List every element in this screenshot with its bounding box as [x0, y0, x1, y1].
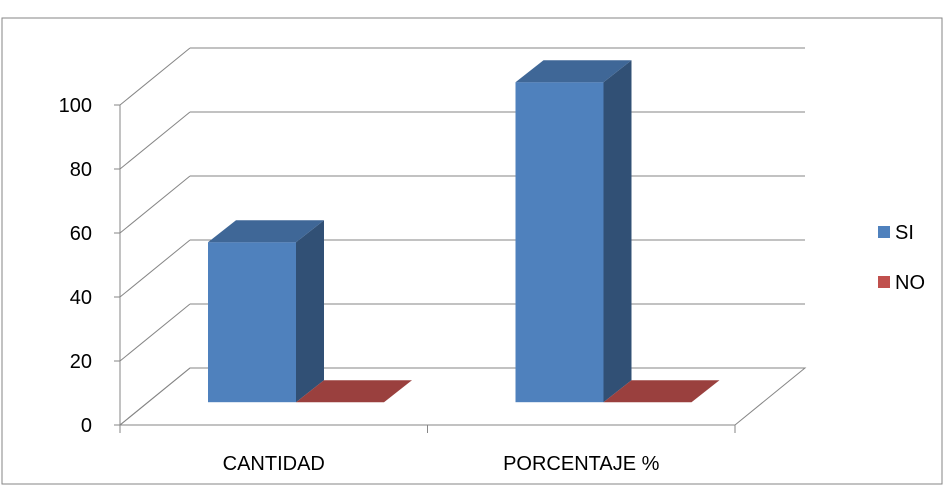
y-tick-label: 80	[70, 159, 92, 181]
bar-front	[515, 82, 604, 403]
x-axis-labels: CANTIDAD PORCENTAJE %	[223, 453, 660, 475]
bars	[208, 60, 720, 403]
y-tick-label: 0	[81, 415, 92, 437]
bar-front	[208, 242, 296, 403]
y-tick-label: 100	[59, 95, 92, 117]
y-tick-label: 60	[70, 223, 92, 245]
bar-top	[603, 380, 720, 403]
axes	[114, 104, 736, 433]
x-tick-label: CANTIDAD	[223, 453, 325, 475]
bar-si	[515, 60, 632, 403]
bar-top	[296, 380, 412, 403]
legend-label-no: NO	[895, 272, 925, 294]
bar-side	[603, 60, 632, 403]
x-tick-label: PORCENTAJE %	[503, 453, 660, 475]
side-gridline	[119, 239, 191, 298]
side-gridline	[119, 367, 191, 426]
legend: SI NO	[878, 222, 925, 294]
side-gridline	[119, 303, 191, 362]
legend-swatch-no	[878, 276, 890, 288]
y-axis-ticks: 0 20 40 60 80 100	[59, 95, 92, 437]
bar-no	[603, 380, 720, 403]
legend-label-si: SI	[895, 222, 914, 244]
bar-no	[296, 380, 412, 403]
bar-side	[296, 220, 324, 403]
chart-border	[1, 17, 943, 485]
side-gridline	[119, 111, 191, 170]
bar-top	[515, 60, 632, 83]
side-gridline	[119, 47, 191, 106]
y-tick-label: 20	[70, 351, 92, 373]
side-gridline	[119, 175, 191, 234]
bar-si	[208, 220, 324, 403]
bar-top	[208, 220, 324, 243]
y-tick-label: 40	[70, 287, 92, 309]
legend-swatch-si	[878, 226, 890, 238]
